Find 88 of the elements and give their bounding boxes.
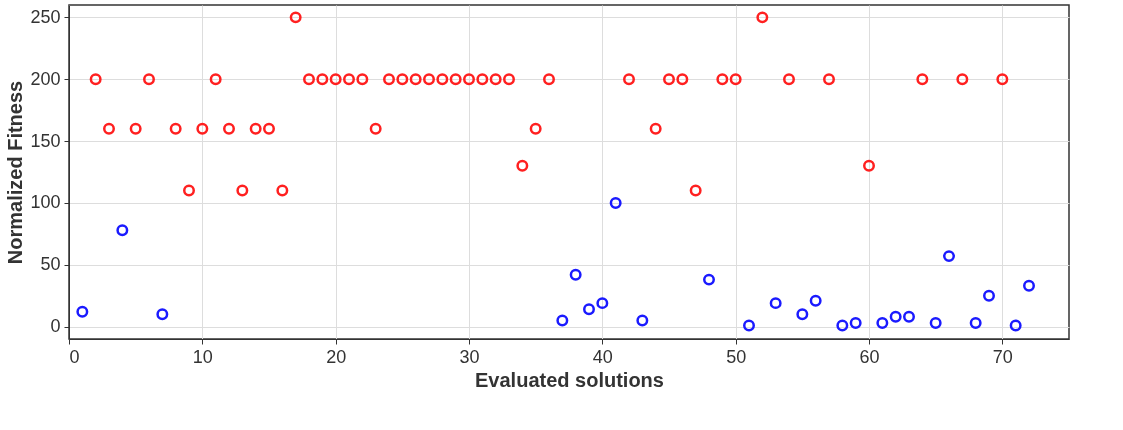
y-tick-label: 100 <box>30 192 61 213</box>
point <box>209 73 222 86</box>
point <box>396 73 409 86</box>
point <box>796 308 809 321</box>
point <box>903 310 915 323</box>
point <box>649 122 662 135</box>
point <box>836 319 849 332</box>
point <box>303 73 315 86</box>
point <box>289 11 302 24</box>
point <box>689 184 702 197</box>
y-tick-label: 0 <box>50 316 61 337</box>
point <box>356 73 369 86</box>
point <box>183 184 195 197</box>
point <box>423 73 435 86</box>
point <box>236 184 249 197</box>
y-tick-label: 50 <box>40 254 61 275</box>
point <box>383 73 395 86</box>
y-tick-label: 200 <box>30 68 61 89</box>
x-tick-label: 20 <box>326 346 347 367</box>
x-tick-label: 30 <box>459 346 480 367</box>
point <box>343 73 355 86</box>
point <box>596 297 609 310</box>
point <box>623 73 635 86</box>
point <box>983 289 995 302</box>
point <box>116 224 129 237</box>
point <box>276 184 289 197</box>
point <box>783 73 795 86</box>
y-axis-title: Normalized Fitness <box>4 80 27 265</box>
point <box>823 73 835 86</box>
point <box>636 314 649 327</box>
point <box>703 273 715 286</box>
point <box>263 122 275 135</box>
x-tick-label: 40 <box>592 346 613 367</box>
point <box>743 319 755 332</box>
point <box>369 122 382 135</box>
point <box>463 73 475 86</box>
point <box>129 122 142 135</box>
point <box>196 122 209 135</box>
point <box>223 122 235 135</box>
point <box>436 73 449 86</box>
point <box>569 268 582 281</box>
point <box>516 159 529 172</box>
point <box>529 122 542 135</box>
point <box>863 159 875 172</box>
point <box>409 73 422 86</box>
point <box>449 73 462 86</box>
point <box>543 73 555 86</box>
point <box>676 73 689 86</box>
x-tick-label: 10 <box>192 346 213 367</box>
point <box>329 73 342 86</box>
point <box>143 73 155 86</box>
point <box>889 310 902 323</box>
point <box>809 294 822 307</box>
point <box>156 308 169 321</box>
point <box>556 314 569 327</box>
point <box>729 73 742 86</box>
point <box>943 250 955 263</box>
point <box>716 73 729 86</box>
point <box>1009 319 1022 332</box>
point <box>489 73 502 86</box>
x-tick-label: 50 <box>726 346 747 367</box>
x-axis-title: Evaluated solutions <box>475 368 664 391</box>
point <box>76 305 89 318</box>
point <box>583 303 595 316</box>
point <box>1023 279 1035 292</box>
point <box>996 73 1009 86</box>
point <box>476 73 489 86</box>
point <box>316 73 329 86</box>
x-tick-label: 60 <box>859 346 880 367</box>
point <box>769 297 782 310</box>
y-tick-label: 250 <box>30 6 61 27</box>
point <box>89 73 102 86</box>
point <box>956 73 969 86</box>
x-tick-label: 0 <box>69 346 80 367</box>
point <box>249 122 262 135</box>
x-tick-label: 70 <box>992 346 1013 367</box>
point <box>103 122 115 135</box>
point <box>969 316 982 329</box>
point <box>609 196 622 209</box>
point <box>876 316 889 329</box>
point <box>756 11 769 24</box>
point <box>929 316 942 329</box>
point <box>849 316 862 329</box>
y-tick-label: 150 <box>30 130 61 151</box>
point <box>663 73 675 86</box>
point <box>503 73 515 86</box>
point <box>169 122 182 135</box>
point <box>916 73 929 86</box>
